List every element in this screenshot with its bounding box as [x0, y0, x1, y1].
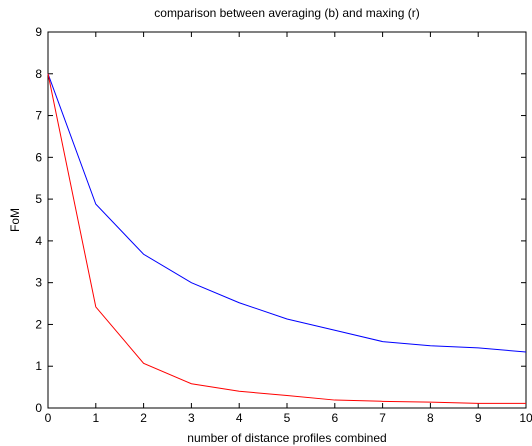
y-tick-label: 9	[35, 25, 42, 39]
y-axis-label: FoM	[8, 208, 22, 232]
series-line-1	[47, 73, 527, 353]
series-lines	[47, 73, 527, 404]
y-tick-label: 7	[35, 109, 42, 123]
x-tick-label: 3	[188, 411, 195, 425]
x-tick-label: 5	[284, 411, 291, 425]
x-tick-label: 7	[379, 411, 386, 425]
x-axis-label: number of distance profiles combined	[187, 431, 386, 445]
y-tick-label: 1	[35, 359, 42, 373]
axis-ticks	[47, 31, 527, 409]
tick-labels: 0 1 2 3 4 5 6 7 8 9 10 0 1 2 3 4 5 6 7 8 9	[35, 25, 532, 425]
series-line-2	[47, 73, 526, 404]
x-tick-label: 8	[427, 411, 434, 425]
y-tick-label: 5	[35, 192, 42, 206]
y-tick-label: 8	[35, 67, 42, 81]
y-tick-label: 4	[35, 234, 42, 248]
y-tick-label: 0	[35, 401, 42, 415]
chart-title: comparison between averaging (b) and max…	[154, 6, 419, 20]
y-tick-label: 6	[35, 150, 42, 164]
x-tick-label: 9	[475, 411, 482, 425]
y-tick-label: 2	[35, 317, 42, 331]
x-tick-label: 0	[45, 411, 52, 425]
x-tick-label: 2	[140, 411, 147, 425]
y-tick-label: 3	[35, 276, 42, 290]
x-tick-label: 10	[519, 411, 532, 425]
x-tick-label: 1	[92, 411, 99, 425]
x-tick-label: 4	[236, 411, 243, 425]
x-tick-label: 6	[331, 411, 338, 425]
plot-area	[47, 31, 527, 409]
